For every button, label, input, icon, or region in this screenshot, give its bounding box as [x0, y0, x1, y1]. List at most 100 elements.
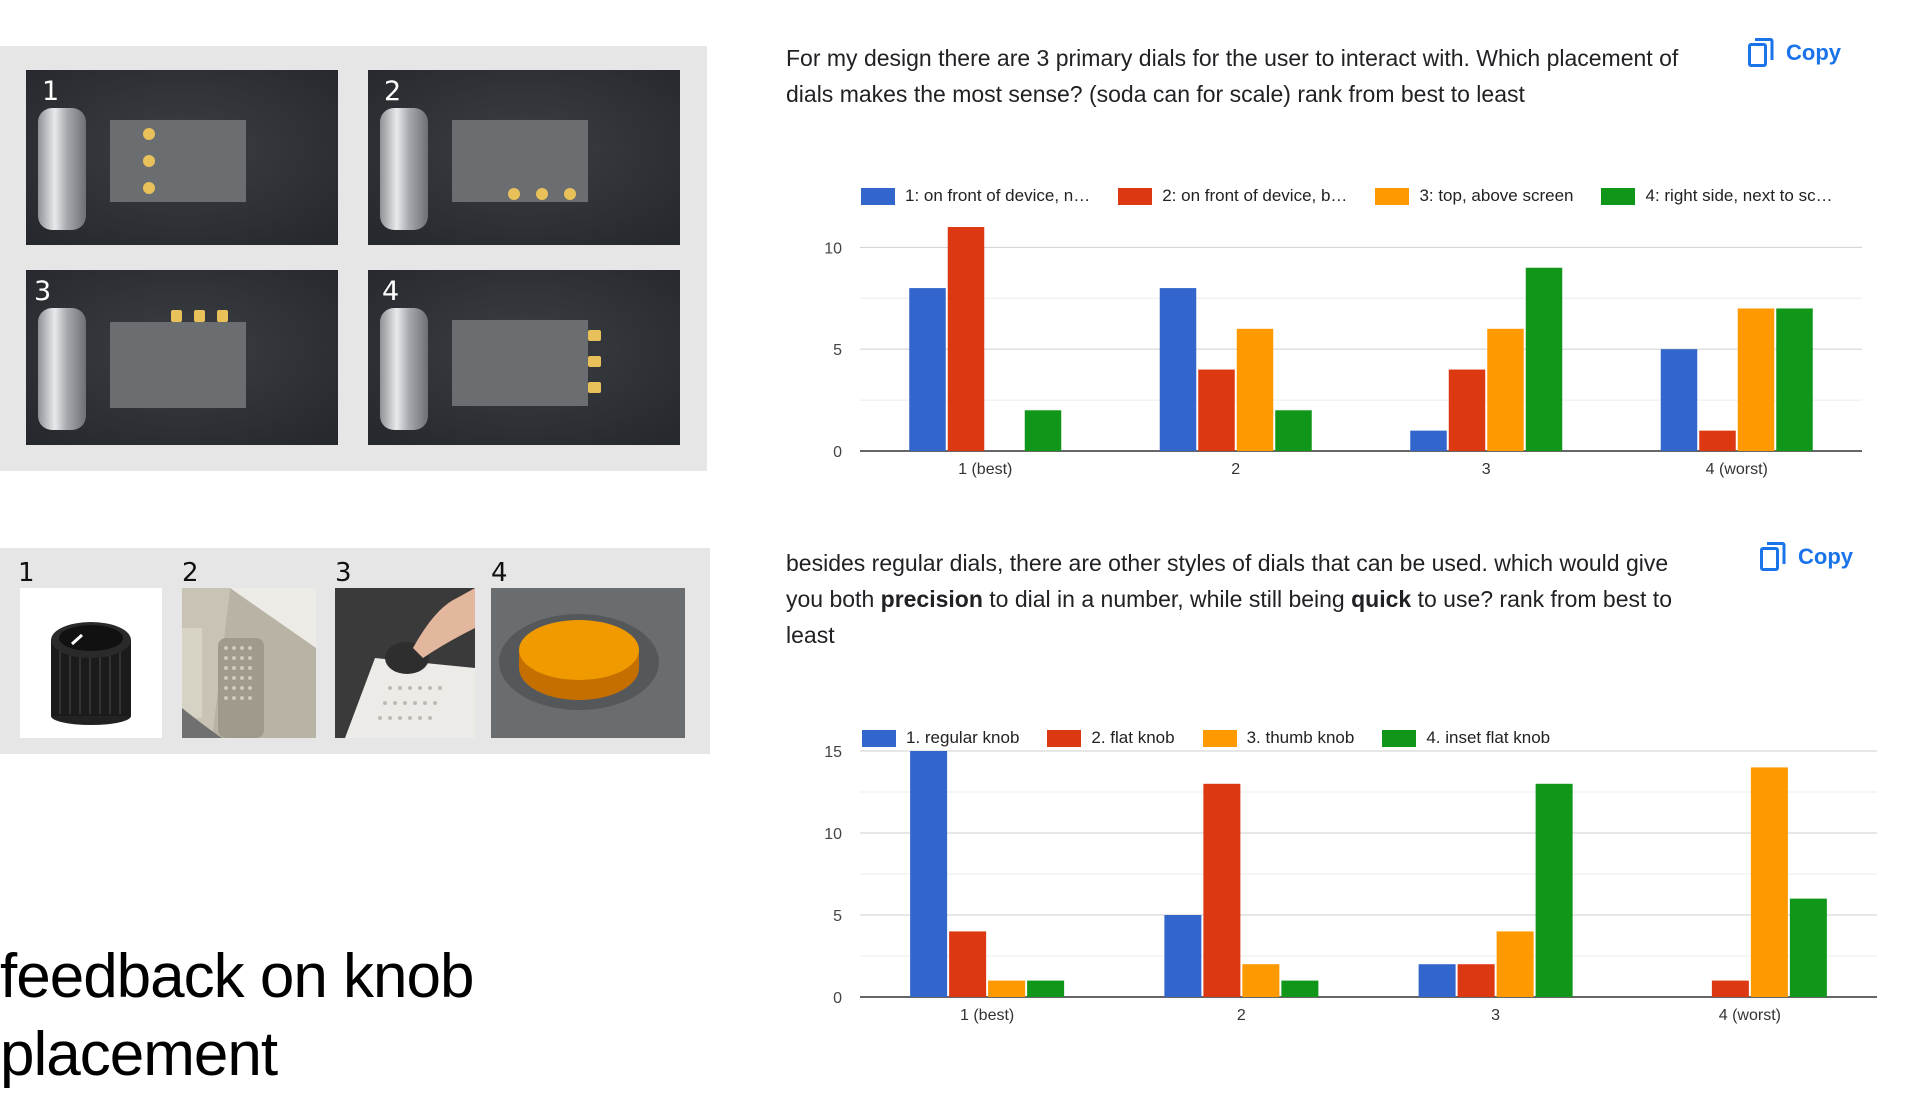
chart-2: 0 5 10 15 1 (best) 2 3 4 (worst)	[824, 744, 1877, 1024]
legend-swatch	[1375, 187, 1410, 205]
question-2-bold-quick: quick	[1351, 586, 1412, 612]
legend-label: 3. thumb knob	[1246, 728, 1355, 747]
x-tick-label: 3	[1482, 461, 1491, 478]
placement-image-2-label: 2	[384, 76, 402, 107]
legend-item: 4. inset flat knob	[1382, 728, 1550, 748]
bar	[1159, 288, 1197, 451]
placement-image-3-label: 3	[34, 276, 52, 307]
chart-1: 0 5 10 1 (best) 2 3 4 (worst)	[824, 227, 1862, 478]
y-tick-label: 10	[824, 240, 842, 257]
knob-images-panel: 1 2 3 4	[0, 548, 710, 754]
bar	[949, 931, 987, 997]
bar	[1448, 369, 1486, 451]
legend-label: 2. flat knob	[1091, 728, 1175, 747]
legend-item: 2: on front of device, b…	[1118, 186, 1347, 206]
question-1-text: For my design there are 3 primary dials …	[786, 45, 1679, 107]
legend-swatch	[1118, 187, 1153, 205]
bar	[1487, 328, 1524, 451]
legend-label: 1: on front of device, n…	[905, 186, 1091, 205]
bar	[1525, 267, 1563, 451]
placement-image-1: 1	[26, 70, 338, 245]
knob-image-1-label: 1	[18, 558, 35, 588]
placement-image-3: 3	[26, 270, 338, 445]
bar	[1496, 931, 1534, 997]
question-2-copy-button[interactable]: Copy	[1760, 542, 1853, 572]
bar	[1457, 964, 1495, 997]
slide-title-line-2: placement	[0, 1020, 278, 1089]
slide-title: feedback on knob placement	[0, 938, 474, 1094]
thumb-knob-photo	[335, 588, 475, 738]
bar	[1776, 308, 1813, 451]
bar	[1198, 369, 1235, 451]
legend-item: 1. regular knob	[862, 728, 1019, 748]
inset-flat-knob-render	[491, 588, 685, 738]
legend-swatch	[1601, 187, 1636, 205]
y-tick-label: 5	[833, 908, 842, 925]
question-2-part2: to dial in a number, while still being	[982, 586, 1352, 612]
bar	[1699, 430, 1736, 451]
legend-item: 4: right side, next to sc…	[1601, 186, 1833, 206]
bar	[1660, 349, 1698, 451]
legend-label: 4. inset flat knob	[1426, 728, 1551, 747]
question-2-part1: besides regular dials, there are other s…	[786, 550, 1669, 612]
legend-item: 3. thumb knob	[1202, 728, 1355, 748]
legend-swatch	[862, 729, 896, 747]
question-2-copy-label: Copy	[1798, 544, 1853, 569]
placement-images-panel: 1 2 3	[0, 46, 707, 471]
question-1-copy-label: Copy	[1786, 40, 1841, 65]
knob-image-2-label: 2	[182, 558, 199, 588]
bar	[1242, 964, 1280, 997]
bar	[1750, 767, 1788, 997]
bar	[1535, 783, 1573, 997]
render-top-dials	[26, 270, 338, 445]
y-tick-label: 0	[833, 444, 842, 461]
copy-icon	[1760, 542, 1786, 571]
flat-knob-photo	[182, 588, 316, 738]
legend-label: 3: top, above screen	[1419, 186, 1574, 205]
knob-image-3	[335, 588, 475, 738]
question-1-copy-button[interactable]: Copy	[1748, 38, 1841, 68]
render-front-bottom-dials	[368, 70, 680, 245]
knob-image-4	[491, 588, 685, 738]
regular-knob-photo	[51, 622, 131, 725]
legend-item: 2. flat knob	[1047, 728, 1175, 748]
legend-label: 4: right side, next to sc…	[1645, 186, 1833, 205]
legend-swatch	[1202, 729, 1237, 747]
knob-image-3-label: 3	[335, 558, 352, 588]
y-tick-label: 0	[833, 990, 842, 1007]
render-side-dials	[368, 270, 680, 445]
legend-swatch	[1047, 729, 1082, 747]
bar	[1737, 308, 1775, 451]
x-tick-label: 4 (worst)	[1719, 1007, 1781, 1024]
bar	[910, 751, 948, 997]
question-2-text: besides regular dials, there are other s…	[786, 545, 1711, 653]
question-2-part3: to use? rank from best to least	[786, 586, 1672, 648]
chart-1-legend: 1: on front of device, n… 2: on front of …	[861, 186, 1861, 206]
bar	[1281, 980, 1319, 997]
bar	[988, 980, 1026, 997]
bar	[1410, 430, 1447, 451]
x-tick-label: 1 (best)	[960, 1007, 1014, 1024]
bar	[1275, 410, 1312, 451]
placement-image-4: 4	[368, 270, 680, 445]
placement-image-1-label: 1	[42, 76, 60, 107]
x-tick-label: 4 (worst)	[1706, 461, 1768, 478]
bar	[1027, 980, 1065, 997]
question-2-bold-precision: precision	[880, 586, 983, 612]
x-tick-label: 1 (best)	[958, 461, 1012, 478]
bar	[947, 227, 985, 451]
y-tick-label: 15	[824, 744, 842, 761]
bar	[1236, 328, 1274, 451]
knob-image-4-label: 4	[491, 558, 508, 588]
copy-icon	[1748, 38, 1774, 67]
bar	[1711, 980, 1749, 997]
slide-title-line-1: feedback on knob	[0, 942, 474, 1011]
bar	[1024, 410, 1062, 451]
knob-image-2	[182, 588, 316, 738]
chart-2-legend: 1. regular knob 2. flat knob 3. thumb knob…	[862, 728, 1578, 748]
bar	[1164, 915, 1202, 997]
legend-swatch	[1382, 729, 1417, 747]
bar	[1418, 964, 1456, 997]
render-front-vertical-dials	[26, 70, 338, 245]
placement-image-2: 2	[368, 70, 680, 245]
